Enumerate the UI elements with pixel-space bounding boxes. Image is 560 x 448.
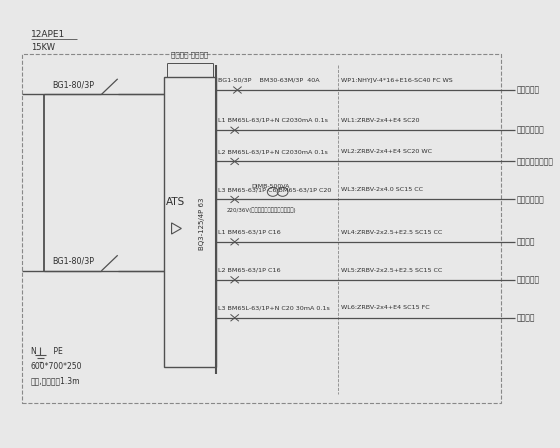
Text: L2 BM65-63/1P C16: L2 BM65-63/1P C16: [218, 267, 281, 272]
Text: L2 BM65L-63/1P+N C2030mA 0.1s: L2 BM65L-63/1P+N C2030mA 0.1s: [218, 149, 328, 154]
Text: N       PE: N PE: [31, 347, 62, 356]
Text: 220/36V(此处变压器相关元器件在上側): 220/36V(此处变压器相关元器件在上側): [227, 208, 296, 213]
Text: WL4:ZRBV-2x2.5+E2.5 SC15 CC: WL4:ZRBV-2x2.5+E2.5 SC15 CC: [342, 229, 442, 235]
Text: BQ3-125/4P 63: BQ3-125/4P 63: [199, 198, 205, 250]
Text: BG1-80/3P: BG1-80/3P: [53, 257, 95, 266]
Text: 600*700*250: 600*700*250: [31, 362, 82, 370]
Bar: [164, 77, 216, 367]
Text: 机房排气扇: 机房排气扇: [516, 276, 540, 284]
Text: ATS: ATS: [166, 197, 185, 207]
Text: BG1-50/3P    BM30-63M/3P  40A: BG1-50/3P BM30-63M/3P 40A: [218, 78, 320, 83]
Text: 明装,底边距地1.3m: 明装,底边距地1.3m: [31, 376, 80, 385]
Text: L1 BM65-63/1P C16: L1 BM65-63/1P C16: [218, 229, 281, 235]
Bar: [22, 54, 501, 403]
Text: 轿厂照明通风: 轿厂照明通风: [516, 126, 544, 135]
Text: DJMB-500VA: DJMB-500VA: [251, 184, 290, 189]
Text: 机房照明: 机房照明: [516, 237, 535, 246]
Text: WL5:ZRBV-2x2.5+E2.5 SC15 CC: WL5:ZRBV-2x2.5+E2.5 SC15 CC: [342, 267, 442, 272]
Text: 电梯井道照明: 电梯井道照明: [516, 195, 544, 204]
Text: 15KW: 15KW: [31, 43, 55, 52]
Text: L1 BM65L-63/1P+N C2030mA 0.1s: L1 BM65L-63/1P+N C2030mA 0.1s: [218, 118, 328, 123]
Text: WL1:ZRBV-2x4+E4 SC20: WL1:ZRBV-2x4+E4 SC20: [342, 118, 420, 123]
Text: 电梯控制柜: 电梯控制柜: [516, 86, 540, 95]
Text: L3 BM65-63/1P C6 BM65-63/1P C20: L3 BM65-63/1P C6 BM65-63/1P C20: [218, 187, 332, 192]
Text: 12APE1: 12APE1: [31, 30, 65, 39]
Text: BG1-80/3P: BG1-80/3P: [53, 80, 95, 89]
Text: WP1:NHYJV-4*16+E16-SC40 FC WS: WP1:NHYJV-4*16+E16-SC40 FC WS: [342, 78, 453, 83]
Text: 机房插座: 机房插座: [516, 313, 535, 322]
Text: 电梯井道底部插座: 电梯井道底部插座: [516, 157, 554, 166]
Text: WL2:ZRBV-2x4+E4 SC20 WC: WL2:ZRBV-2x4+E4 SC20 WC: [342, 149, 432, 154]
Text: WL3:ZRBV-2x4.0 SC15 CC: WL3:ZRBV-2x4.0 SC15 CC: [342, 187, 423, 192]
Text: WL6:ZRBV-2x4+E4 SC15 FC: WL6:ZRBV-2x4+E4 SC15 FC: [342, 306, 430, 310]
Text: 自动转换 机械连锁: 自动转换 机械连锁: [171, 52, 209, 59]
Text: L3 BM65L-63/1P+N C20 30mA 0.1s: L3 BM65L-63/1P+N C20 30mA 0.1s: [218, 306, 330, 310]
